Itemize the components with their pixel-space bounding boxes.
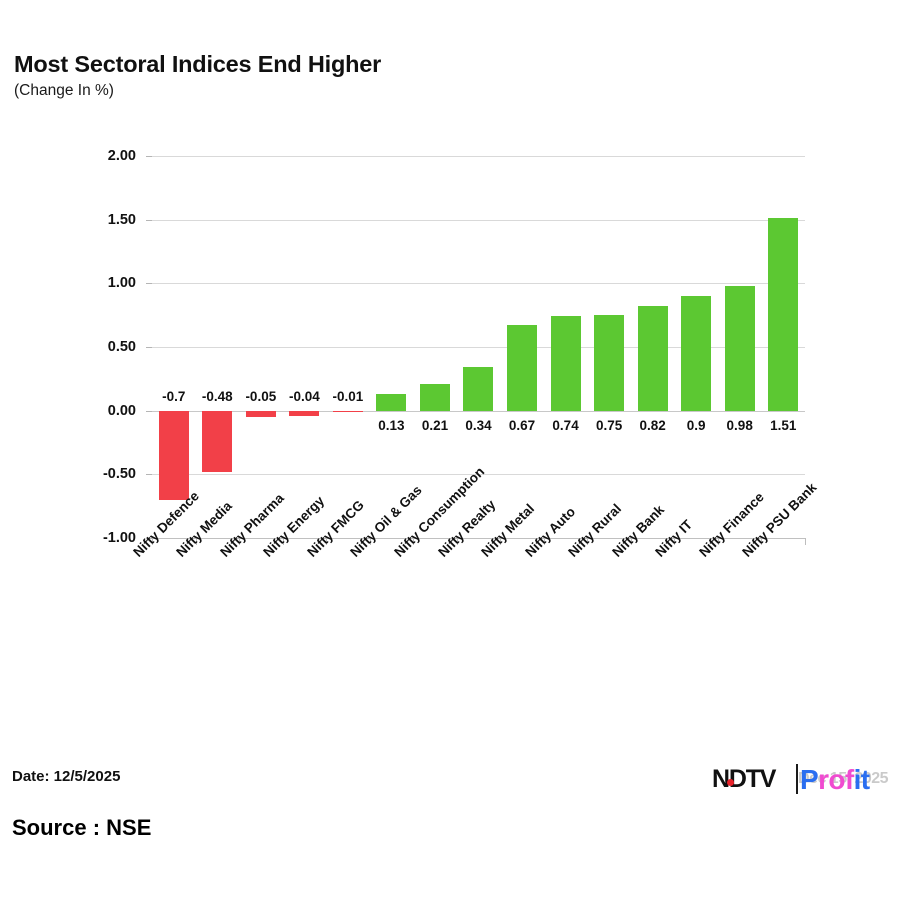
- gridline: [152, 538, 805, 539]
- x-axis-tick: [282, 538, 284, 545]
- gridline: [152, 283, 805, 284]
- bar[interactable]: [463, 367, 494, 411]
- bar[interactable]: [724, 285, 755, 411]
- x-axis-tick: [195, 538, 197, 545]
- logo-ghost-text: Dec 15, 2025: [798, 770, 889, 787]
- bar-slot[interactable]: -0.7: [152, 0, 196, 660]
- bar[interactable]: [594, 315, 625, 411]
- bar-slot[interactable]: 0.74: [544, 0, 588, 660]
- bar-value-label: 1.51: [770, 417, 797, 433]
- page-title: Most Sectoral Indices End Higher: [14, 51, 382, 77]
- bar[interactable]: [376, 394, 407, 411]
- logo-ndtv-text: NDTV: [712, 765, 776, 793]
- bar[interactable]: [332, 410, 363, 413]
- ndtv-profit-logo: Dec 15, 2025 NDTV Profit: [712, 762, 890, 798]
- gridline: [152, 156, 805, 157]
- bar-value-label: 0.98: [726, 417, 753, 433]
- bar[interactable]: [637, 306, 668, 411]
- x-axis-tick: [239, 538, 241, 545]
- bar[interactable]: [289, 410, 320, 416]
- x-axis-tick: [369, 538, 371, 545]
- x-axis-tick: [500, 538, 502, 545]
- x-axis-tick: [456, 538, 458, 545]
- bar-value-label: -0.04: [288, 388, 320, 404]
- chart-subtitle: (Change In %): [14, 81, 114, 99]
- bar-slot[interactable]: 0.98: [718, 0, 762, 660]
- y-axis-tick-label: 0.50: [107, 339, 136, 355]
- gridline: [152, 347, 805, 348]
- bar-slot[interactable]: 0.9: [674, 0, 718, 660]
- bar-slot[interactable]: 0.82: [631, 0, 675, 660]
- y-axis-tick-label: 1.00: [107, 275, 136, 291]
- y-axis-tick-label: 2.00: [107, 148, 136, 164]
- bar-slot[interactable]: -0.04: [283, 0, 327, 660]
- y-axis-tick: [146, 538, 152, 539]
- bar[interactable]: [202, 410, 233, 472]
- x-axis-tick: [805, 538, 806, 545]
- logo-red-dot-icon: [727, 779, 734, 786]
- bar-value-label: -0.01: [332, 388, 364, 404]
- bar-slot[interactable]: 0.67: [500, 0, 544, 660]
- logo-profit-rof: rof: [818, 764, 854, 795]
- bar[interactable]: [768, 218, 799, 411]
- bar-value-label: 0.82: [639, 417, 666, 433]
- y-axis-tick-label: -1.00: [102, 530, 136, 546]
- bar-slot[interactable]: -0.01: [326, 0, 370, 660]
- bar-value-label: 0.75: [595, 417, 623, 433]
- logo-profit-text: Profit: [800, 762, 870, 798]
- bar-slot[interactable]: 1.51: [761, 0, 805, 660]
- x-axis-tick: [152, 538, 153, 545]
- y-axis-tick-label: 0.00: [107, 403, 136, 419]
- bar-value-label: 0.9: [686, 417, 706, 433]
- y-axis-tick: [146, 411, 152, 412]
- y-axis-tick: [146, 220, 152, 221]
- bar[interactable]: [507, 325, 538, 411]
- bar-value-label: -0.48: [201, 388, 233, 404]
- x-axis-tick: [717, 538, 719, 545]
- bar-value-label: -0.7: [162, 388, 186, 404]
- y-axis-tick-label: 1.50: [107, 212, 136, 228]
- bar-slot[interactable]: 0.75: [587, 0, 631, 660]
- gridline: [152, 474, 805, 475]
- y-axis-tick: [146, 347, 152, 348]
- y-axis-tick: [146, 156, 152, 157]
- bar-value-label: 0.67: [508, 417, 536, 433]
- chart-plot-area: 2.00 1.50 1.00 0.50 0.00 -0.50 -1.00 -0.7 -0.48…: [102, 0, 820, 660]
- gridline: [152, 220, 805, 221]
- footer-source: Source : NSE: [12, 815, 152, 840]
- bar-value-label: 0.74: [552, 417, 579, 433]
- y-axis-tick-label: -0.50: [102, 466, 136, 482]
- bar-value-label: 0.21: [421, 417, 449, 433]
- x-axis-tick: [543, 538, 545, 545]
- bar-slot[interactable]: 0.34: [457, 0, 501, 660]
- y-axis-tick: [146, 283, 152, 284]
- x-axis-tick: [674, 538, 676, 545]
- bar-value-label: -0.05: [245, 388, 277, 404]
- bar-slot[interactable]: 0.13: [370, 0, 414, 660]
- gridline: [152, 411, 805, 412]
- x-axis-tick: [326, 538, 328, 545]
- bar-value-label: 0.13: [378, 417, 405, 433]
- bar-slot[interactable]: -0.05: [239, 0, 283, 660]
- x-axis-tick: [587, 538, 589, 545]
- bar-slot[interactable]: -0.48: [196, 0, 240, 660]
- bar[interactable]: [550, 316, 581, 411]
- bar[interactable]: [158, 410, 189, 500]
- bar[interactable]: [419, 383, 450, 411]
- bars-layer: -0.7 -0.48 -0.05 -0.04 -0.01 0.13 0.21 0.34 0.67…: [152, 0, 805, 660]
- bar-slot[interactable]: 0.21: [413, 0, 457, 660]
- logo-profit-p: P: [800, 764, 819, 795]
- logo-divider: [796, 764, 798, 794]
- y-axis-tick: [146, 474, 152, 475]
- bar[interactable]: [245, 410, 276, 418]
- logo-profit-it: it: [853, 764, 871, 795]
- bar-value-label: 0.34: [465, 417, 492, 433]
- x-axis-tick: [630, 538, 632, 545]
- footer-date: Date: 12/5/2025: [12, 768, 121, 785]
- x-axis-tick: [413, 538, 415, 545]
- chart-header: Most Sectoral Indices End Higher (Change…: [14, 51, 874, 99]
- x-axis-tick: [761, 538, 763, 545]
- bar[interactable]: [681, 296, 712, 411]
